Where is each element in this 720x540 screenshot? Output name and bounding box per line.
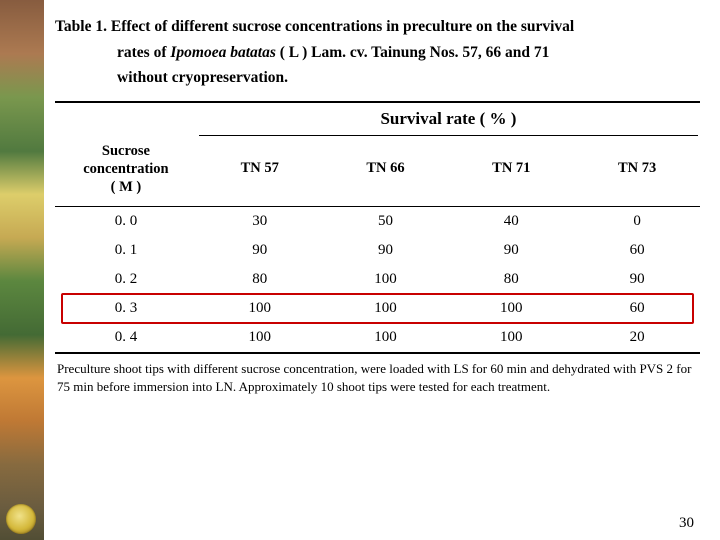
slide-content: Table 1. Effect of different sucrose con… (55, 14, 700, 530)
cell: 20 (574, 323, 700, 353)
row-label: 0. 0 (55, 207, 197, 237)
caption-line3: without cryopreservation. (117, 69, 288, 86)
table-footnote: Preculture shoot tips with different suc… (55, 360, 700, 395)
cell: 0 (574, 207, 700, 237)
cell: 100 (197, 323, 323, 353)
cell: 80 (197, 265, 323, 294)
table-row-highlight: 0. 3 100 100 100 60 (55, 294, 700, 323)
group-header: Survival rate ( % ) (197, 103, 700, 135)
caption-species: Ipomoea batatas (170, 44, 276, 61)
col-header-1: TN 66 (323, 136, 449, 207)
col-header-2: TN 71 (448, 136, 574, 207)
row-label: 0. 1 (55, 236, 197, 265)
cell: 90 (448, 236, 574, 265)
cell: 100 (197, 294, 323, 323)
cell: 50 (323, 207, 449, 237)
table-row: 0. 0 30 50 40 0 (55, 207, 700, 237)
row-label: 0. 4 (55, 323, 197, 353)
page-number: 30 (679, 515, 694, 532)
cell: 100 (323, 294, 449, 323)
caption-line1: Effect of different sucrose concentratio… (111, 18, 574, 35)
col-header-3: TN 73 (574, 136, 700, 207)
cell: 60 (574, 294, 700, 323)
table-container: Survival rate ( % ) Sucrose concentratio… (55, 101, 700, 354)
row-label-l3: ( M ) (111, 179, 142, 195)
blank-header (55, 103, 197, 135)
cell: 100 (323, 265, 449, 294)
cell: 100 (323, 323, 449, 353)
survival-table: Survival rate ( % ) Sucrose concentratio… (55, 101, 700, 354)
cell: 90 (574, 265, 700, 294)
table-caption: Table 1. Effect of different sucrose con… (55, 14, 700, 91)
row-label: 0. 2 (55, 265, 197, 294)
cell: 80 (448, 265, 574, 294)
row-label-header: Sucrose concentration ( M ) (55, 136, 197, 207)
cell: 100 (448, 294, 574, 323)
caption-line2a: rates of (117, 44, 170, 61)
seal-icon (6, 504, 36, 534)
cell: 60 (574, 236, 700, 265)
caption-prefix: Table 1. (55, 18, 111, 35)
table-row: 0. 2 80 100 80 90 (55, 265, 700, 294)
table-row: 0. 1 90 90 90 60 (55, 236, 700, 265)
cell: 40 (448, 207, 574, 237)
row-label-l2: concentration (83, 161, 168, 177)
table-row: 0. 4 100 100 100 20 (55, 323, 700, 353)
row-label: 0. 3 (55, 294, 197, 323)
decorative-left-strip (0, 0, 44, 540)
col-header-0: TN 57 (197, 136, 323, 207)
cell: 90 (323, 236, 449, 265)
row-label-l1: Sucrose (102, 143, 150, 159)
cell: 100 (448, 323, 574, 353)
caption-line2b: ( L ) Lam. cv. Tainung Nos. 57, 66 and 7… (276, 44, 549, 61)
cell: 30 (197, 207, 323, 237)
cell: 90 (197, 236, 323, 265)
